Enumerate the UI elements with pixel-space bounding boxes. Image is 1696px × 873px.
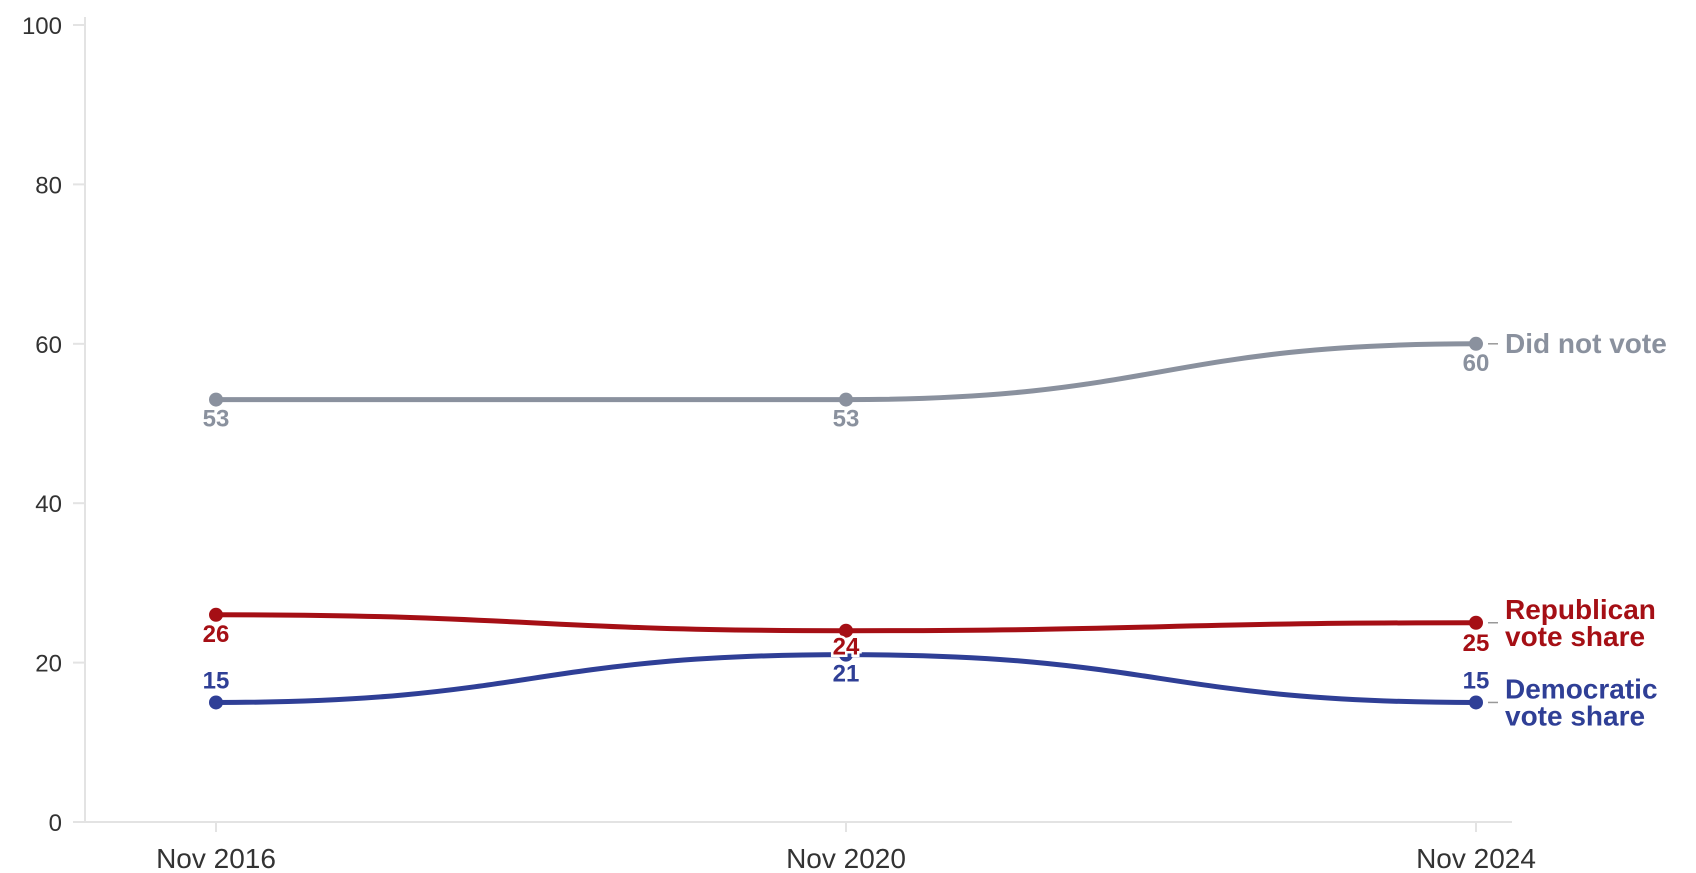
- series-label-line: vote share: [1505, 700, 1645, 731]
- y-tick-label: 80: [35, 172, 62, 199]
- series-label-did-not-vote: Did not vote: [1505, 328, 1667, 359]
- data-point-democratic-vote-share: [1469, 695, 1483, 710]
- data-point-democratic-vote-share: [209, 695, 223, 710]
- chart-axes: 0 20 40 60 80 100 Nov 2016 Nov 2020 Nov 2024: [22, 13, 1536, 873]
- data-label-republican-vote-share: 26: [203, 621, 230, 648]
- data-point-republican-vote-share: [209, 607, 223, 622]
- series-label-line: Democratic: [1505, 673, 1658, 704]
- x-tick-label: Nov 2020: [786, 843, 906, 873]
- data-label-democratic-vote-share: 15: [1463, 667, 1490, 694]
- y-tick-label: 0: [49, 810, 62, 837]
- series-label-line: vote share: [1505, 621, 1645, 652]
- data-point-republican-vote-share: [839, 623, 853, 638]
- data-label-did-not-vote: 53: [203, 406, 230, 433]
- series-label-line: Republican: [1505, 594, 1656, 625]
- data-point-republican-vote-share: [1469, 615, 1483, 630]
- series-label-republican-vote-share: Republican vote share: [1505, 594, 1656, 652]
- chart-series: [209, 336, 1483, 710]
- data-label-republican-vote-share: 25: [1463, 630, 1490, 657]
- series-label-democratic-vote-share: Democratic vote share: [1505, 673, 1658, 731]
- data-label-did-not-vote: 60: [1463, 350, 1490, 377]
- data-label-democratic-vote-share: 15: [203, 667, 230, 694]
- data-point-did-not-vote: [839, 392, 853, 407]
- x-tick-label: Nov 2016: [156, 843, 276, 873]
- y-tick-label: 100: [22, 13, 62, 40]
- data-point-democratic-vote-share: [839, 647, 853, 662]
- data-label-republican-vote-share: 24: [833, 634, 860, 661]
- data-label-did-not-vote: 53: [833, 406, 860, 433]
- y-tick-label: 60: [35, 332, 62, 359]
- y-tick-label: 20: [35, 651, 62, 678]
- y-tick-label: 40: [35, 491, 62, 518]
- series-label-line: Did not vote: [1505, 328, 1667, 359]
- series-line-did-not-vote: [213, 341, 1479, 403]
- x-tick-label: Nov 2024: [1416, 843, 1536, 873]
- data-point-did-not-vote: [1469, 336, 1483, 351]
- data-label-democratic-vote-share: 21: [833, 661, 860, 688]
- data-point-did-not-vote: [209, 392, 223, 407]
